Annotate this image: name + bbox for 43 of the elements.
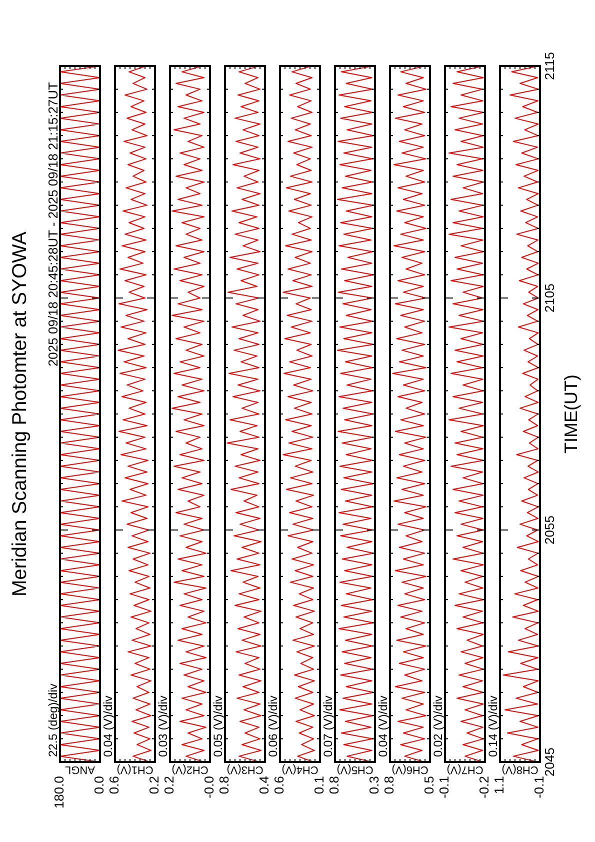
- text: 0.02 (V)/div: [430, 696, 444, 757]
- x-tick-label: 0.2: [146, 776, 162, 794]
- x-tick-label: 0.5: [422, 776, 437, 794]
- y-tick-label: 2105: [542, 284, 558, 312]
- x-tick-label: -0.1: [436, 776, 452, 798]
- x-tick-label: -0.2: [476, 776, 492, 798]
- x-tick-label: 0.6: [272, 776, 287, 794]
- annotation: 2025 09/18 20:45:28UT - 2025 09/18 21:15:27UT: [46, 82, 60, 367]
- y-tick-label: 2045: [542, 748, 558, 776]
- text: 22.5 (deg)/div: [46, 684, 60, 757]
- text: 0.04 (V)/div: [100, 696, 114, 757]
- x-tick-label: 0.2: [162, 776, 177, 794]
- text: 0.05 (V)/div: [210, 696, 224, 757]
- x-axis-title: CH3(V): [226, 764, 264, 776]
- x-tick-label: 0.8: [216, 776, 232, 794]
- x-axis-title: CH2(V): [172, 764, 208, 776]
- x-axis-title: CH6(V): [392, 764, 428, 776]
- x-tick-label: 0.3: [366, 776, 382, 794]
- text: Meridian Scanning Photomter at SYOWA: [9, 232, 31, 596]
- x-axis-title: CH7(V): [446, 764, 484, 776]
- x-tick-label: -0.0: [202, 776, 217, 798]
- text: 0.03 (V)/div: [156, 696, 170, 757]
- x-axis-title: CH4(V): [282, 764, 318, 776]
- text: 0.06 (V)/div: [266, 696, 280, 757]
- x-tick-label: 0.8: [382, 776, 397, 794]
- y-axis-title: TIME(UT): [561, 374, 581, 454]
- x-tick-label: 180.0: [52, 776, 67, 809]
- y-tick-label: 2115: [542, 52, 558, 80]
- x-tick-label: 0.8: [326, 776, 342, 794]
- text: 0.04 (V)/div: [376, 696, 390, 757]
- x-tick-label: 0.1: [312, 776, 327, 794]
- x-tick-label: 1.1: [492, 776, 507, 794]
- x-tick-label: -0.1: [532, 776, 547, 798]
- x-tick-label: 0.0: [92, 776, 107, 794]
- x-axis-title: CH8(V): [502, 764, 538, 776]
- text: 0.14 (V)/div: [486, 696, 500, 757]
- text: 0.07 (V)/div: [320, 696, 334, 757]
- x-axis-title: ANGL: [65, 764, 95, 776]
- y-tick-label: 2055: [542, 516, 558, 544]
- x-tick-label: 0.6: [106, 776, 122, 794]
- x-tick-label: 0.4: [256, 776, 272, 794]
- x-axis-title: CH5(V): [336, 764, 374, 776]
- x-axis-title: CH1(V): [116, 764, 154, 776]
